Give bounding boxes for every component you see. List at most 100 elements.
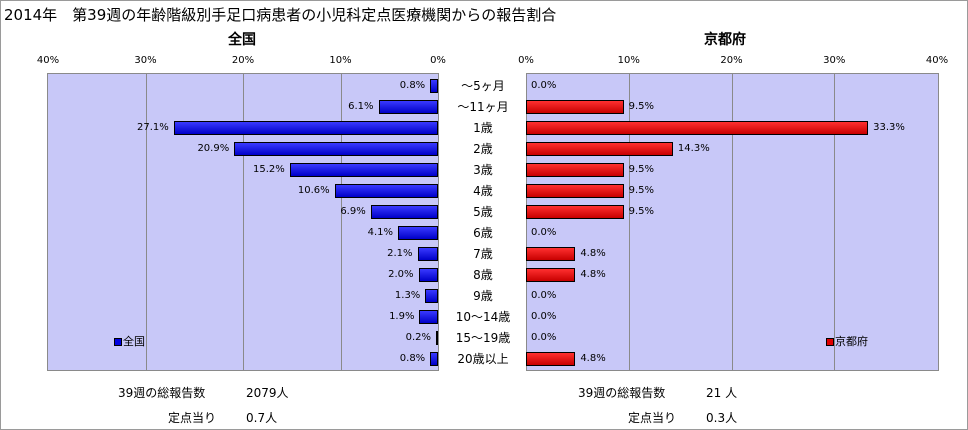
category-label: ～11ヶ月 — [457, 100, 509, 114]
kyoto-bar — [526, 184, 624, 198]
kyoto-bar — [526, 142, 673, 156]
national-value-label: 2.1% — [387, 248, 413, 259]
national-per-site-label: 定点当り — [168, 411, 217, 425]
category-label: 1歳 — [473, 121, 493, 135]
national-bar — [234, 142, 438, 156]
category-label: 15～19歳 — [455, 331, 511, 345]
kyoto-tick-label: 10% — [617, 55, 640, 66]
kyoto-panel-title: 京都府 — [704, 32, 746, 48]
national-tick-label: 40% — [36, 55, 60, 66]
kyoto-value-label: 4.8% — [580, 248, 606, 259]
kyoto-tick-label: 0% — [518, 55, 534, 66]
kyoto-value-label: 0.0% — [531, 290, 557, 301]
kyoto-value-label: 0.0% — [531, 227, 557, 238]
category-label: 10～14歳 — [455, 310, 511, 324]
category-label: 4歳 — [473, 184, 493, 198]
category-label: 8歳 — [473, 268, 493, 282]
kyoto-tick-label: 30% — [823, 55, 846, 66]
kyoto-value-label: 0.0% — [531, 80, 557, 91]
kyoto-bar — [526, 163, 624, 177]
kyoto-value-label: 4.8% — [580, 269, 606, 280]
kyoto-per-site-value: 0.3人 — [706, 411, 738, 425]
category-label: 6歳 — [473, 226, 493, 240]
national-bar — [417, 247, 438, 261]
national-value-label: 2.0% — [388, 269, 414, 280]
national-bar — [334, 184, 438, 198]
national-bar — [173, 121, 438, 135]
national-panel-title: 全国 — [228, 32, 256, 48]
national-bar — [418, 268, 438, 282]
national-bar — [425, 289, 438, 303]
national-value-label: 6.1% — [348, 101, 374, 112]
kyoto-value-label: 9.5% — [628, 206, 655, 217]
category-label: 5歳 — [473, 205, 493, 219]
category-label: 3歳 — [473, 163, 493, 177]
kyoto-bar — [526, 121, 869, 135]
national-tick-label: 20% — [231, 55, 255, 66]
kyoto-gridline — [628, 74, 630, 370]
national-plot-area — [47, 73, 439, 371]
national-legend-swatch — [114, 338, 122, 346]
page-title: 2014年 第39週の年齢階級別手足口病患者の小児科定点医療機関からの報告割合 — [4, 6, 557, 24]
category-label: ～5ヶ月 — [461, 79, 505, 93]
category-label: 2歳 — [473, 142, 493, 156]
national-tick-label: 10% — [329, 55, 352, 66]
national-bar — [419, 310, 438, 324]
national-bar — [398, 226, 438, 240]
kyoto-gridline — [834, 74, 836, 370]
kyoto-total-value: 21 人 — [706, 386, 738, 400]
national-value-label: 4.1% — [367, 227, 394, 238]
national-value-label: 10.6% — [297, 185, 330, 196]
national-bar — [430, 79, 438, 93]
kyoto-per-site-label: 定点当り — [628, 411, 677, 425]
national-value-label: 0.8% — [399, 80, 426, 91]
national-value-label: 0.2% — [405, 332, 431, 343]
kyoto-value-label: 4.8% — [580, 353, 606, 364]
kyoto-gridline — [731, 74, 733, 370]
kyoto-value-label: 14.3% — [677, 143, 710, 154]
national-tick-label: 0% — [430, 55, 446, 66]
kyoto-legend: 京都府 — [826, 336, 868, 348]
kyoto-plot-area — [526, 73, 939, 371]
national-legend: 全国 — [114, 336, 145, 348]
national-total-value: 2079人 — [246, 386, 289, 400]
kyoto-total-label: 39週の総報告数 — [578, 386, 666, 400]
kyoto-tick-label: 40% — [925, 55, 949, 66]
kyoto-legend-label: 京都府 — [835, 335, 868, 348]
kyoto-value-label: 0.0% — [531, 311, 557, 322]
kyoto-bar — [526, 247, 576, 261]
national-value-label: 20.9% — [197, 143, 230, 154]
kyoto-bar — [526, 205, 624, 219]
kyoto-bar — [526, 100, 624, 114]
kyoto-tick-label: 20% — [720, 55, 743, 66]
national-value-label: 1.3% — [394, 290, 421, 301]
kyoto-value-label: 9.5% — [628, 164, 655, 175]
kyoto-value-label: 9.5% — [628, 185, 655, 196]
national-value-label: 6.9% — [340, 206, 366, 217]
national-gridline — [243, 74, 244, 370]
national-value-label: 15.2% — [253, 164, 285, 175]
national-bar — [430, 352, 438, 366]
kyoto-legend-swatch — [826, 338, 834, 346]
national-legend-label: 全国 — [123, 335, 145, 348]
kyoto-value-label: 33.3% — [873, 122, 905, 133]
national-tick-label: 30% — [134, 55, 157, 66]
national-bar — [436, 331, 438, 345]
national-gridline — [145, 74, 147, 370]
national-total-label: 39週の総報告数 — [118, 386, 206, 400]
kyoto-value-label: 0.0% — [531, 332, 557, 343]
national-value-label: 1.9% — [389, 311, 415, 322]
national-bar — [289, 163, 438, 177]
category-label: 7歳 — [473, 247, 493, 261]
national-value-label: 27.1% — [136, 122, 169, 133]
national-per-site-value: 0.7人 — [246, 411, 278, 425]
national-gridline — [340, 74, 342, 370]
national-bar — [370, 205, 438, 219]
kyoto-value-label: 9.5% — [628, 101, 655, 112]
kyoto-bar — [526, 352, 576, 366]
national-value-label: 0.8% — [399, 353, 426, 364]
national-bar — [378, 100, 438, 114]
category-label: 20歳以上 — [457, 352, 509, 366]
category-label: 9歳 — [473, 289, 493, 303]
kyoto-bar — [526, 268, 576, 282]
